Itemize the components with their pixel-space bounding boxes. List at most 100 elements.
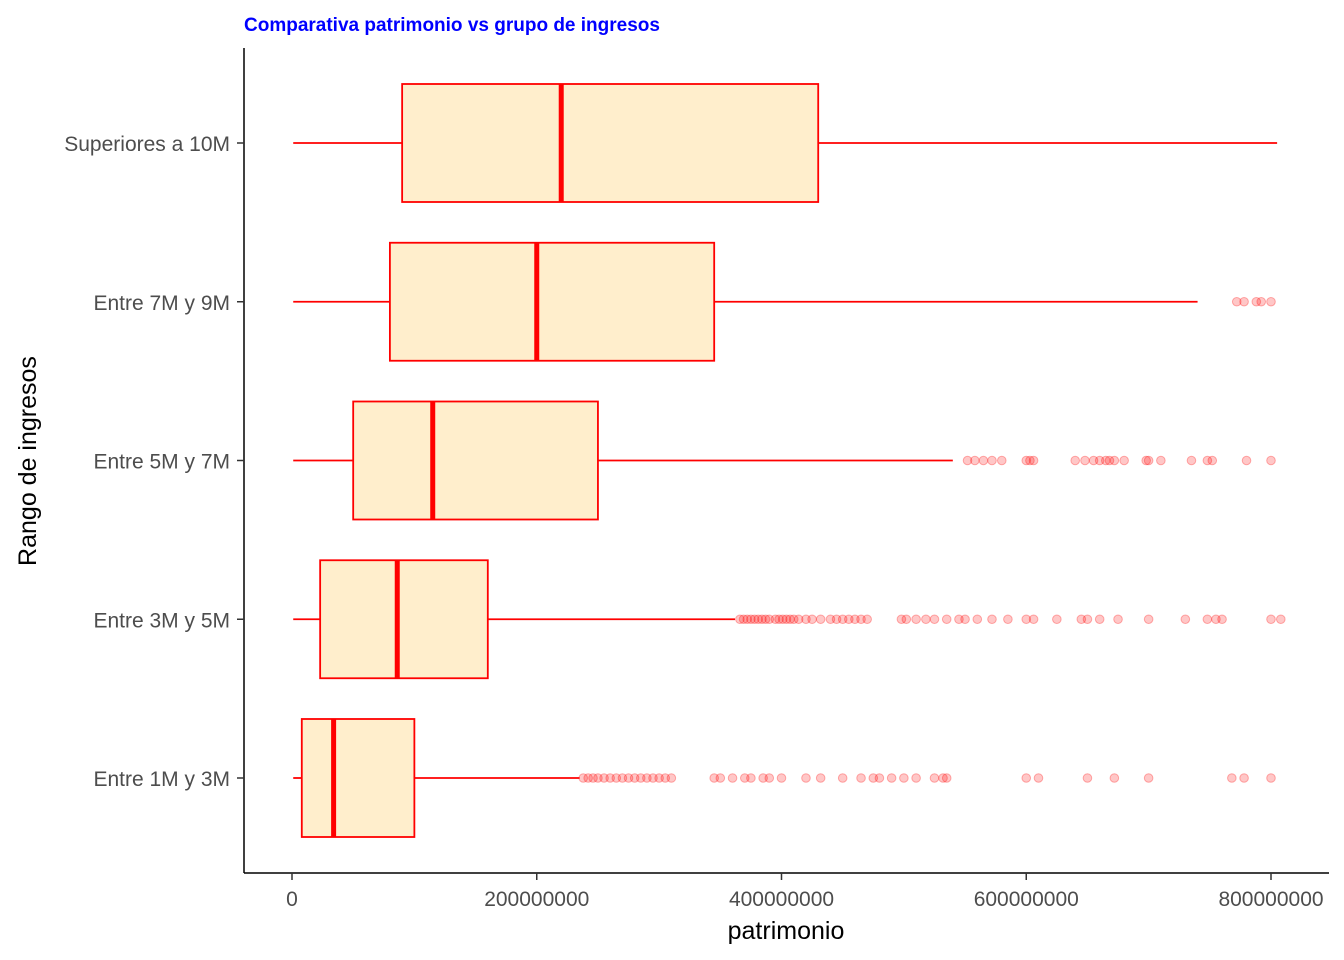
- outlier-point: [801, 773, 811, 783]
- outlier-point: [996, 455, 1007, 466]
- outlier-point: [1207, 455, 1218, 466]
- x-tick-label: 0: [286, 888, 298, 911]
- outlier-point: [1100, 455, 1111, 466]
- outlier-point: [1119, 455, 1129, 466]
- y-tick-label: Entre 5M y 7M: [93, 451, 230, 474]
- outlier-point: [1143, 455, 1154, 466]
- y-tick-label: Entre 3M y 5M: [93, 609, 230, 632]
- box-group: [293, 718, 1276, 838]
- outlier-point: [793, 614, 804, 625]
- outlier-point: [837, 614, 848, 625]
- outlier-point: [1239, 773, 1249, 783]
- outlier-point: [1021, 614, 1032, 625]
- outlier-point: [788, 614, 799, 625]
- outlier-point: [862, 614, 872, 625]
- outlier-point: [978, 455, 989, 466]
- outlier-point: [801, 614, 811, 625]
- outlier-point: [815, 773, 826, 783]
- outlier-point: [605, 773, 615, 783]
- outlier-point: [962, 455, 973, 466]
- outlier-point: [1266, 455, 1276, 466]
- x-tick-label: 400000000: [729, 888, 834, 911]
- outlier-point: [1070, 455, 1080, 466]
- outlier-point: [735, 614, 745, 625]
- outlier-point: [1088, 455, 1099, 466]
- box-group: [293, 559, 1286, 680]
- iqr-box: [401, 83, 820, 203]
- outlier-point: [941, 614, 952, 625]
- outlier-point: [1256, 296, 1267, 307]
- outlier-point: [1143, 614, 1154, 625]
- outlier-point: [938, 773, 948, 783]
- outlier-point: [617, 773, 628, 783]
- outlier-point: [774, 614, 784, 625]
- outlier-point: [1033, 773, 1044, 783]
- outlier-point: [929, 773, 940, 783]
- outlier-point: [777, 614, 788, 625]
- outlier-point: [856, 773, 866, 783]
- outlier-point: [583, 773, 593, 783]
- outlier-point: [770, 614, 781, 625]
- outlier-point: [825, 614, 836, 625]
- x-tick-label: 600000000: [974, 888, 1079, 911]
- iqr-box: [300, 718, 416, 838]
- outlier-point: [1143, 773, 1154, 783]
- outlier-point: [1266, 773, 1276, 783]
- outlier-point: [1113, 614, 1123, 625]
- y-tick-label: Entre 1M y 3M: [93, 768, 230, 791]
- outlier-point: [850, 614, 860, 625]
- outlier-point: [1275, 614, 1286, 625]
- outlier-point: [654, 773, 664, 783]
- outlier-point: [1231, 296, 1242, 307]
- outlier-point: [1028, 614, 1039, 625]
- outlier-point: [1239, 296, 1249, 307]
- outlier-point: [874, 773, 885, 783]
- iqr-box: [388, 241, 716, 362]
- outlier-point: [660, 773, 671, 783]
- plot-area: [293, 83, 1286, 838]
- outlier-point: [899, 773, 909, 783]
- outlier-point: [611, 773, 622, 783]
- outlier-point: [1052, 614, 1062, 625]
- outlier-point: [1025, 455, 1035, 466]
- outlier-point: [709, 773, 719, 783]
- outlier-point: [987, 455, 997, 466]
- x-axis-title: patrimonio: [728, 917, 845, 945]
- outlier-point: [856, 614, 866, 625]
- outlier-point: [1211, 614, 1221, 625]
- outlier-point: [1266, 614, 1276, 625]
- outlier-point: [785, 614, 795, 625]
- outlier-point: [844, 614, 854, 625]
- outlier-point: [1094, 455, 1105, 466]
- x-axis-ticks: 0 200000000 400000000 600000000 800000000: [286, 873, 1324, 911]
- outlier-point: [901, 614, 912, 625]
- outlier-point: [837, 773, 848, 783]
- outlier-point: [1241, 455, 1252, 466]
- box-group: [293, 241, 1276, 362]
- outlier-point: [727, 773, 738, 783]
- x-tick-label: 800000000: [1218, 888, 1323, 911]
- outlier-point: [1109, 455, 1120, 466]
- outlier-point: [1202, 614, 1213, 625]
- outlier-point: [896, 614, 907, 625]
- outlier-point: [1021, 773, 1032, 783]
- outlier-point: [868, 773, 879, 783]
- outlier-point: [739, 773, 750, 783]
- outlier-point: [776, 773, 787, 783]
- outlier-point: [1076, 614, 1087, 625]
- outlier-point: [593, 773, 603, 783]
- outlier-point: [1109, 773, 1120, 783]
- outlier-point: [1141, 455, 1151, 466]
- outlier-point: [648, 773, 658, 783]
- outlier-point: [764, 773, 775, 783]
- outlier-point: [1104, 455, 1115, 466]
- outlier-point: [599, 773, 609, 783]
- outlier-point: [746, 614, 756, 625]
- y-axis-title: Rango de ingresos: [14, 356, 42, 566]
- outlier-point: [1021, 455, 1032, 466]
- outlier-point: [642, 773, 652, 783]
- outlier-point: [929, 614, 940, 625]
- outlier-point: [578, 773, 589, 783]
- outlier-point: [757, 614, 767, 625]
- outlier-point: [666, 773, 677, 783]
